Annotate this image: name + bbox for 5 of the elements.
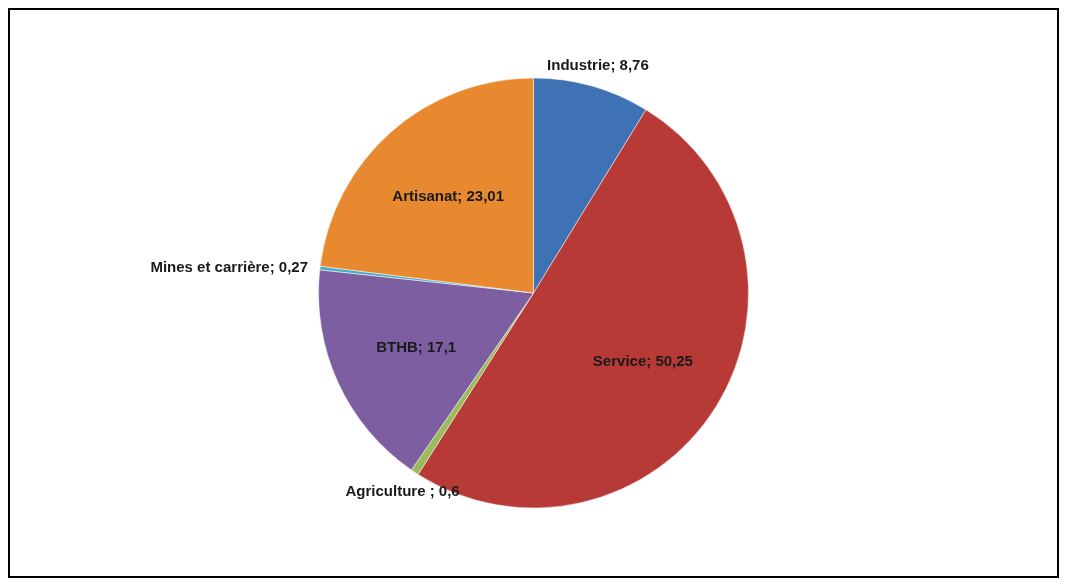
slice-label: BTHB; 17,1 [376,337,457,355]
slice-label: Service; 50,25 [592,352,693,370]
slice-label: Industrie; 8,76 [547,55,649,73]
slice-label: Artisanat; 23,01 [392,187,505,205]
slice-label: Mines et carrière; 0,27 [150,257,309,275]
